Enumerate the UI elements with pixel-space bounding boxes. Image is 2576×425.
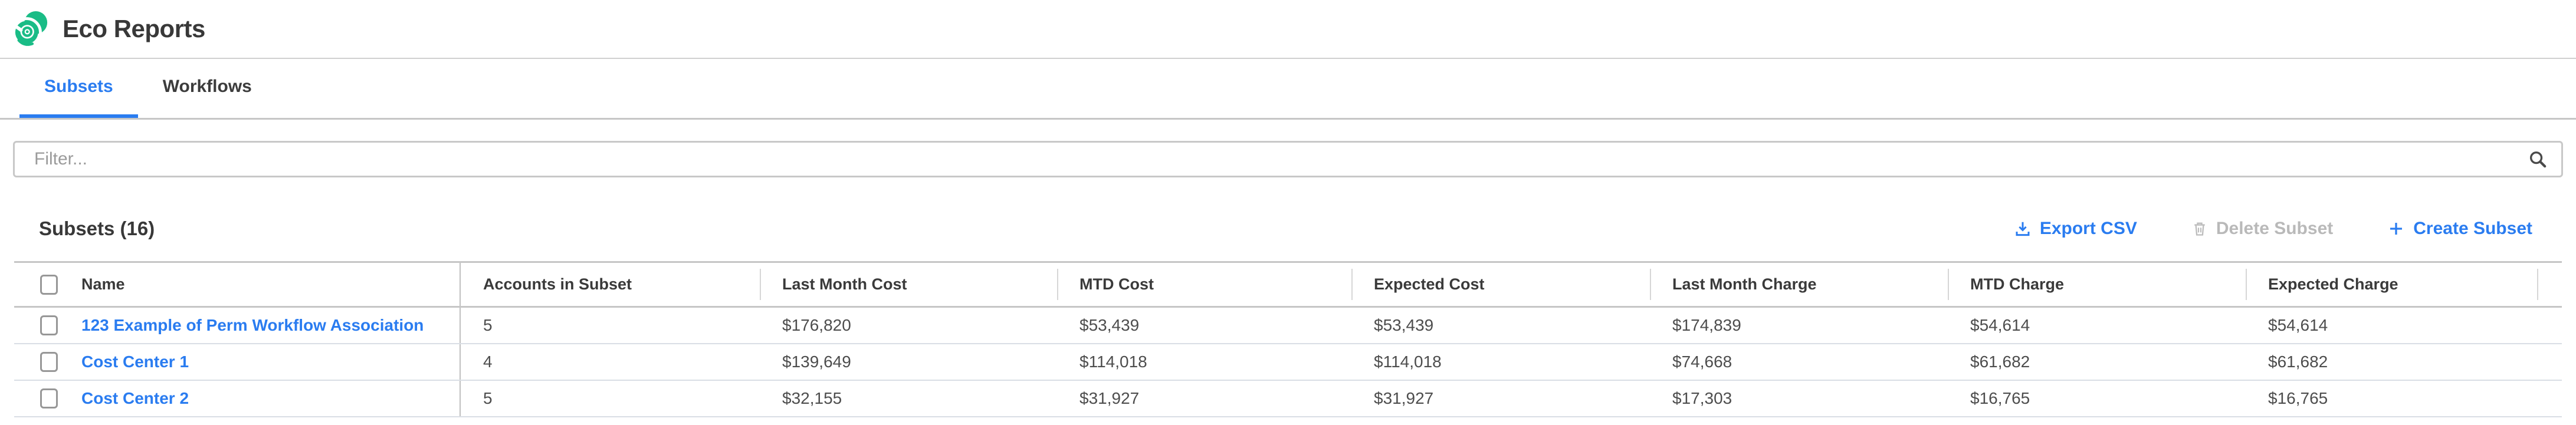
row-name-cell: Cost Center 2 <box>14 381 461 416</box>
subset-link[interactable]: 123 Example of Perm Workflow Association <box>81 316 424 334</box>
delete-subset-button[interactable]: Delete Subset <box>2191 219 2333 239</box>
expected-charge-cell: $61,682 <box>2268 352 2328 371</box>
row-spacer <box>2537 308 2562 343</box>
last-month-charge-cell: $174,839 <box>1672 316 1741 334</box>
header-spacer <box>2537 263 2562 306</box>
trash-icon <box>2191 220 2208 238</box>
search-icon[interactable] <box>2528 149 2548 169</box>
plus-icon <box>2387 220 2405 238</box>
table-row: 123 Example of Perm Workflow Association… <box>14 308 2562 344</box>
last-month-charge-cell: $74,668 <box>1672 352 1732 371</box>
select-all-checkbox[interactable] <box>40 274 58 295</box>
expected-cost-cell: $31,927 <box>1374 389 1434 407</box>
table-row: Cost Center 2 5 $32,155 $31,927 $31,927 … <box>14 381 2562 417</box>
expected-charge-cell: $16,765 <box>2268 389 2328 407</box>
row-spacer <box>2537 381 2562 416</box>
mtd-charge-cell: $61,682 <box>1970 352 2030 371</box>
last-month-cost-cell: $176,820 <box>782 316 851 334</box>
accounts-cell: 5 <box>483 389 493 407</box>
export-csv-label: Export CSV <box>2039 219 2137 238</box>
filter-input[interactable] <box>13 141 2563 177</box>
last-month-cost-cell: $32,155 <box>782 389 842 407</box>
row-name-cell: Cost Center 1 <box>14 344 461 380</box>
page-title: Eco Reports <box>63 15 205 42</box>
header-expected-charge: Expected Charge <box>2246 263 2537 306</box>
mtd-cost-cell: $53,439 <box>1079 316 1140 334</box>
create-subset-button[interactable]: Create Subset <box>2387 219 2532 239</box>
create-subset-label: Create Subset <box>2413 219 2532 238</box>
row-checkbox[interactable] <box>40 315 58 335</box>
app-header: Eco Reports <box>0 0 2576 59</box>
accounts-cell: 4 <box>483 352 493 371</box>
last-month-cost-cell: $139,649 <box>782 352 851 371</box>
section-bar: Subsets (16) Export CSV Delete Subset <box>0 215 2576 242</box>
mtd-charge-cell: $16,765 <box>1970 389 2030 407</box>
tab-subsets[interactable]: Subsets <box>19 59 138 118</box>
tab-workflows[interactable]: Workflows <box>162 77 252 96</box>
header-last-month-cost: Last Month Cost <box>760 263 1057 306</box>
eco-logo-icon <box>13 11 50 47</box>
subsets-table: Name Accounts in Subset Last Month Cost … <box>14 261 2562 417</box>
header-name: Name <box>14 263 461 306</box>
row-name-cell: 123 Example of Perm Workflow Association <box>14 308 461 343</box>
header-mtd-cost: MTD Cost <box>1057 263 1351 306</box>
row-checkbox[interactable] <box>40 352 58 372</box>
tab-bar: Subsets Workflows <box>0 59 2576 120</box>
accounts-cell: 5 <box>483 316 493 334</box>
subset-link[interactable]: Cost Center 2 <box>81 389 189 407</box>
delete-subset-label: Delete Subset <box>2216 219 2334 238</box>
action-buttons: Export CSV Delete Subset Create Subset <box>2014 219 2532 239</box>
header-name-label: Name <box>81 275 125 293</box>
expected-charge-cell: $54,614 <box>2268 316 2328 334</box>
subset-link[interactable]: Cost Center 1 <box>81 352 189 371</box>
last-month-charge-cell: $17,303 <box>1672 389 1732 407</box>
export-csv-button[interactable]: Export CSV <box>2014 219 2137 239</box>
header-last-month-charge: Last Month Charge <box>1650 263 1948 306</box>
header-accounts: Accounts in Subset <box>483 275 632 293</box>
mtd-cost-cell: $114,018 <box>1079 352 1147 371</box>
header-expected-cost: Expected Cost <box>1351 263 1650 306</box>
table-row: Cost Center 1 4 $139,649 $114,018 $114,0… <box>14 344 2562 381</box>
mtd-cost-cell: $31,927 <box>1079 389 1140 407</box>
mtd-charge-cell: $54,614 <box>1970 316 2030 334</box>
header-mtd-charge: MTD Charge <box>1948 263 2246 306</box>
filter-container <box>13 141 2563 177</box>
table-header-row: Name Accounts in Subset Last Month Cost … <box>14 263 2562 308</box>
expected-cost-cell: $53,439 <box>1374 316 1434 334</box>
row-spacer <box>2537 344 2562 380</box>
download-icon <box>2014 220 2032 238</box>
row-checkbox[interactable] <box>40 388 58 408</box>
expected-cost-cell: $114,018 <box>1374 352 1442 371</box>
section-heading: Subsets (16) <box>39 218 155 239</box>
